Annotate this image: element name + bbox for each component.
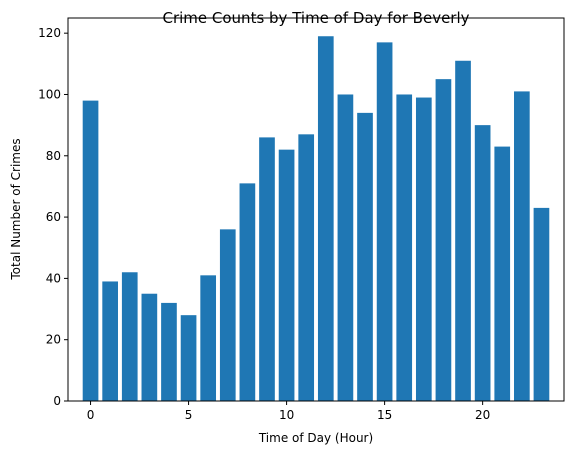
bar-hour-2 bbox=[122, 272, 138, 401]
bar-hour-1 bbox=[102, 281, 118, 401]
bar-hour-16 bbox=[396, 94, 412, 401]
bar-hour-12 bbox=[318, 36, 334, 401]
bar-hour-13 bbox=[338, 94, 354, 401]
bar-hour-3 bbox=[142, 294, 158, 401]
bar-hour-23 bbox=[534, 208, 550, 401]
x-axis-label: Time of Day (Hour) bbox=[258, 431, 373, 445]
bar-hour-5 bbox=[181, 315, 197, 401]
bar-hour-19 bbox=[455, 61, 471, 401]
bar-hour-11 bbox=[298, 134, 314, 401]
bar-hour-7 bbox=[220, 229, 236, 401]
y-axis-ticks: 0 20 40 60 80 100 120 bbox=[38, 26, 68, 408]
bar-hour-14 bbox=[357, 113, 373, 401]
x-tick-label: 5 bbox=[185, 408, 193, 422]
y-tick-label: 120 bbox=[38, 26, 61, 40]
bar-hour-10 bbox=[279, 150, 295, 401]
bar-hour-20 bbox=[475, 125, 491, 401]
bar-hour-8 bbox=[240, 183, 256, 401]
bar-hour-17 bbox=[416, 98, 432, 401]
x-tick-label: 15 bbox=[377, 408, 392, 422]
y-tick-label: 40 bbox=[46, 271, 61, 285]
x-tick-label: 20 bbox=[475, 408, 490, 422]
y-axis-label: Total Number of Crimes bbox=[9, 138, 23, 280]
y-tick-label: 100 bbox=[38, 87, 61, 101]
bars-group bbox=[83, 36, 550, 401]
y-tick-label: 0 bbox=[53, 394, 61, 408]
x-tick-label: 10 bbox=[279, 408, 294, 422]
bar-hour-0 bbox=[83, 101, 99, 401]
x-tick-label: 0 bbox=[87, 408, 95, 422]
bar-hour-6 bbox=[200, 275, 216, 401]
x-axis-ticks: 0 5 10 15 20 bbox=[87, 401, 491, 422]
y-tick-label: 60 bbox=[46, 210, 61, 224]
y-tick-label: 80 bbox=[46, 149, 61, 163]
bar-hour-4 bbox=[161, 303, 177, 401]
bar-hour-9 bbox=[259, 137, 275, 401]
y-tick-label: 20 bbox=[46, 333, 61, 347]
bar-hour-18 bbox=[436, 79, 452, 401]
bar-hour-15 bbox=[377, 42, 393, 401]
bar-hour-22 bbox=[514, 91, 530, 401]
bar-hour-21 bbox=[494, 147, 510, 401]
